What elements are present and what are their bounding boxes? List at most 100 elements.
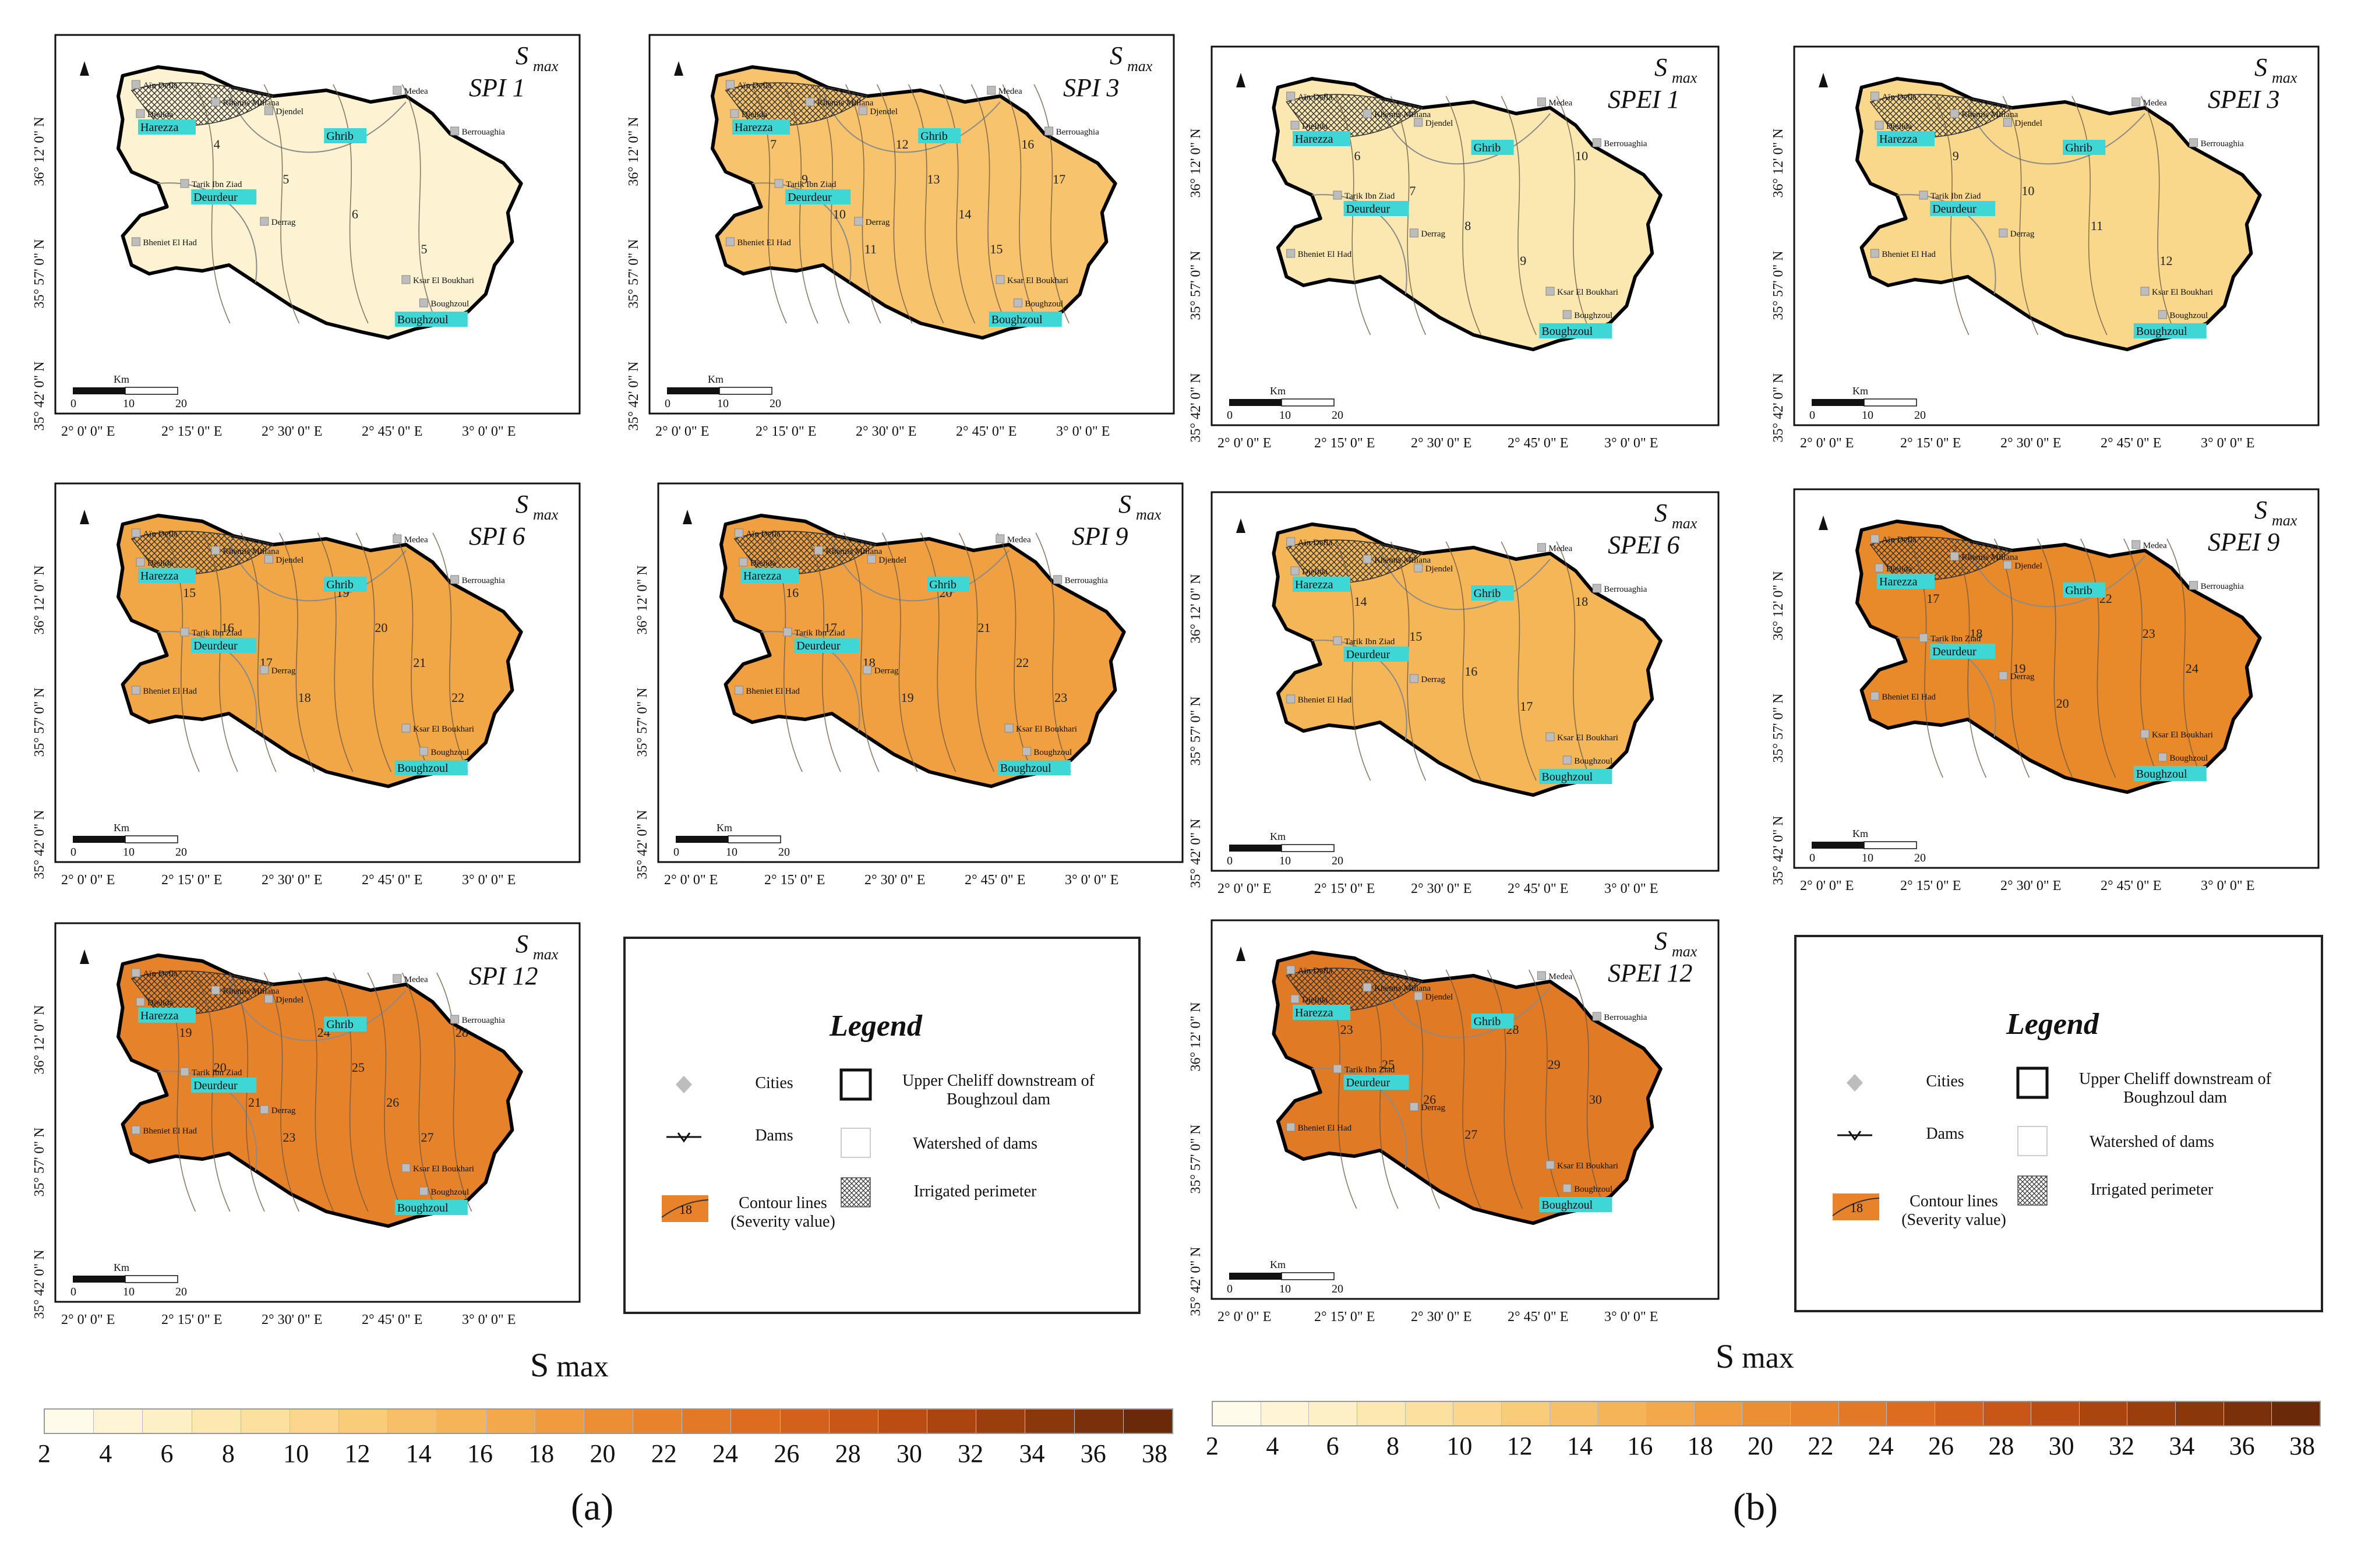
city-marker xyxy=(131,237,140,246)
contour-line xyxy=(844,532,880,772)
scale-bar xyxy=(1229,399,1282,406)
latitude-label: 35° 42' 0" N xyxy=(1188,818,1204,888)
colorbar-tick: 12 xyxy=(1506,1432,1533,1460)
colorbar-cell xyxy=(780,1410,830,1433)
contour-line xyxy=(401,972,438,1212)
scale-label: 0 xyxy=(70,1286,76,1298)
contour-label: 17 xyxy=(1926,591,1939,606)
city-label: Medea xyxy=(404,975,428,984)
city-label: Berrouaghia xyxy=(1056,128,1099,137)
basin-polygon xyxy=(711,65,1117,340)
city-label: Boughzoul xyxy=(430,748,469,757)
city-label: Djelida xyxy=(1886,122,1912,131)
north-arrow-icon xyxy=(1819,515,1828,530)
colorbar-cell xyxy=(2176,1402,2224,1425)
city-marker xyxy=(1409,228,1418,238)
dam-label: Deurdeur xyxy=(193,640,238,652)
scale-bar xyxy=(1229,845,1282,852)
dam-label-bg xyxy=(1293,577,1350,592)
city-label: Tarik Ibn Ziad xyxy=(1344,192,1395,201)
longitude-label: 2° 15' 0" E xyxy=(1314,1309,1375,1325)
city-marker xyxy=(739,557,748,567)
contour-line xyxy=(881,532,918,772)
dam-symbol-icon xyxy=(666,1132,701,1143)
city-marker xyxy=(180,179,189,188)
basin-polygon xyxy=(117,953,523,1228)
latitude-label: 35° 42' 0" N xyxy=(635,810,650,879)
city-marker xyxy=(393,534,402,543)
longitude-label: 2° 45' 0" E xyxy=(2101,878,2161,894)
contour-label: 7 xyxy=(1409,183,1416,198)
colorbar-tick: 14 xyxy=(405,1439,432,1468)
city-diamond-icon xyxy=(676,1076,692,1093)
contour-label: 17 xyxy=(824,620,837,635)
contour-label: 13 xyxy=(927,172,940,186)
city-marker xyxy=(1592,584,1601,593)
contour-sample-label: 18 xyxy=(679,1202,692,1217)
city-marker xyxy=(1333,190,1342,200)
dam-label: Ghrib xyxy=(1474,142,1501,154)
contour-label: 21 xyxy=(248,1095,261,1110)
city-label: Aïn Defla xyxy=(143,969,178,979)
dam-label-bg xyxy=(1877,131,1935,146)
contour-sample-swatch xyxy=(662,1195,708,1222)
colorbar-tick: 26 xyxy=(1928,1432,1954,1460)
city-label: Derrag xyxy=(874,666,899,676)
dam-label: Ghrib xyxy=(1474,1015,1501,1028)
city-marker xyxy=(136,997,145,1007)
city-marker xyxy=(867,555,876,564)
north-arrow-icon xyxy=(80,61,89,76)
scale-bar xyxy=(1812,842,1864,849)
city-marker xyxy=(1545,1160,1555,1170)
legend-cities: Cities xyxy=(755,1074,793,1092)
dam-label: Harezza xyxy=(1879,575,1918,588)
map-panel-spei-12: 23 25 26 27 28 29 30 Aïn Defla Khemis Miliana Dje… xyxy=(1188,919,1720,1325)
city-marker xyxy=(450,126,460,136)
panel-title: SPEI 6 xyxy=(1608,531,1679,559)
city-label: Medea xyxy=(2143,541,2167,550)
city-label: Ksar El Boukhari xyxy=(2152,288,2213,297)
contour-label: 14 xyxy=(1354,594,1367,609)
panel-title: SPEI 9 xyxy=(2208,528,2279,556)
north-arrow-icon xyxy=(1236,518,1245,533)
city-label: Derrag xyxy=(271,666,296,676)
dam-label-bg xyxy=(1471,1013,1514,1029)
watershed-icon xyxy=(2017,1126,2048,1156)
dam-label: Deurdeur xyxy=(193,1079,238,1092)
contour-label: 15 xyxy=(990,242,1003,256)
scale-unit: Km xyxy=(114,1262,129,1273)
latitude-label: 35° 42' 0" N xyxy=(1771,815,1786,885)
scale-label: 20 xyxy=(1914,409,1926,422)
colorbar-cell xyxy=(1025,1410,1075,1433)
legend-dams: Dams xyxy=(1926,1125,1964,1143)
city-marker xyxy=(264,555,273,564)
dam-label-bg xyxy=(324,128,367,143)
panel-title: SPI 1 xyxy=(469,73,525,102)
city-label: Boughzoul xyxy=(2169,311,2208,320)
city-label: Derrag xyxy=(2010,229,2035,239)
basin-polygon xyxy=(1272,951,1663,1225)
contour-label: 27 xyxy=(1464,1127,1477,1142)
city-marker xyxy=(1409,1102,1418,1111)
dam-label-bg xyxy=(324,1016,367,1032)
sublabel-a: (a) xyxy=(571,1486,614,1528)
contour-label: 9 xyxy=(802,172,808,186)
map-panel-spei-3: 9 10 11 12 Aïn Defla Khemis Miliana Djendel Dje… xyxy=(1771,45,2320,451)
city-marker xyxy=(1414,991,1423,1001)
colorbar-tick: 10 xyxy=(283,1439,309,1468)
city-label: Medea xyxy=(1548,972,1572,981)
city-marker xyxy=(1870,249,1879,258)
scale-label: 20 xyxy=(778,846,790,859)
colorbar-title-s: S xyxy=(530,1346,549,1384)
city-label: Ksar El Boukhari xyxy=(413,1164,474,1174)
basin-polygon xyxy=(1855,520,2262,794)
colorbar-cell xyxy=(1646,1402,1695,1425)
city-marker xyxy=(1919,190,1928,200)
latitude-label: 36° 12' 0" N xyxy=(626,116,641,186)
city-label: Boughzoul xyxy=(430,1188,469,1197)
dam-label-bg xyxy=(1930,644,1996,659)
city-marker xyxy=(1286,537,1296,546)
dam-label-bg xyxy=(1539,769,1612,784)
city-label: Ksar El Boukhari xyxy=(1557,733,1618,743)
